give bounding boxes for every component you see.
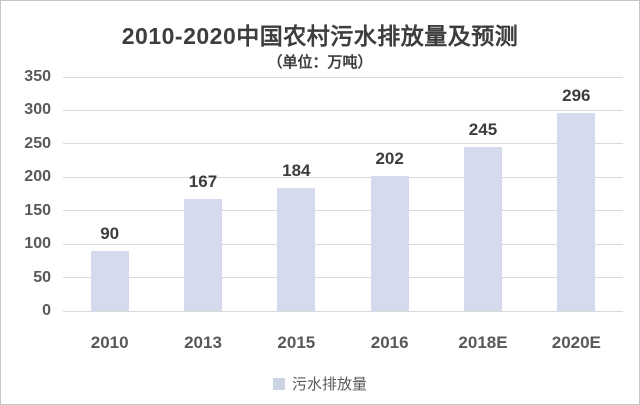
bar [463, 147, 502, 311]
bar [183, 199, 222, 311]
bar [90, 250, 129, 311]
bar-column: 245 [436, 120, 529, 311]
bar [370, 175, 409, 311]
bar-column: 90 [63, 224, 156, 311]
legend: 污水排放量 [1, 373, 639, 394]
gridline [63, 243, 623, 245]
bar [557, 113, 596, 311]
y-tick-label: 150 [24, 201, 51, 219]
gridline [63, 310, 623, 312]
x-tick-label: 2010 [90, 333, 129, 352]
bar-column: 167 [156, 172, 249, 311]
bar-value-label: 184 [282, 160, 311, 180]
y-tick-label: 250 [24, 134, 51, 152]
bar-value-label: 90 [100, 223, 120, 243]
bar-column: 184 [250, 161, 343, 311]
bar-value-label: 202 [375, 148, 404, 168]
y-tick-label: 200 [24, 168, 51, 186]
x-tick-label: 2016 [370, 333, 409, 352]
gridline [63, 176, 623, 178]
y-tick-label: 0 [42, 302, 51, 319]
gridline [63, 210, 623, 212]
chart-title: 2010-2020中国农村污水排放量及预测 [121, 23, 519, 49]
bar [277, 187, 316, 311]
x-tick-label: 2020E [551, 333, 601, 352]
y-tick-label: 100 [24, 235, 51, 253]
x-tick-label: 2015 [277, 333, 316, 352]
x-tick-label: 2013 [184, 333, 222, 352]
y-tick-label: 350 [24, 68, 51, 85]
bar-value-label: 245 [468, 120, 498, 140]
gridline [63, 109, 623, 111]
x-tick-label: 2018E [458, 333, 508, 352]
y-tick-label: 50 [33, 268, 51, 286]
plot-area: 90 167 184 202 245 296 [63, 76, 623, 312]
bar-column: 296 [530, 86, 623, 311]
legend-swatch-icon [272, 377, 285, 390]
chart-subtitle: （单位：万吨） [267, 54, 373, 71]
bar-value-label: 167 [188, 172, 218, 192]
gridline [63, 277, 623, 279]
legend-label: 污水排放量 [291, 376, 367, 393]
bar-column: 202 [343, 149, 436, 311]
bar-value-label: 296 [562, 86, 591, 106]
y-tick-label: 300 [24, 101, 51, 119]
gridline [63, 143, 623, 145]
gridline [63, 76, 623, 78]
